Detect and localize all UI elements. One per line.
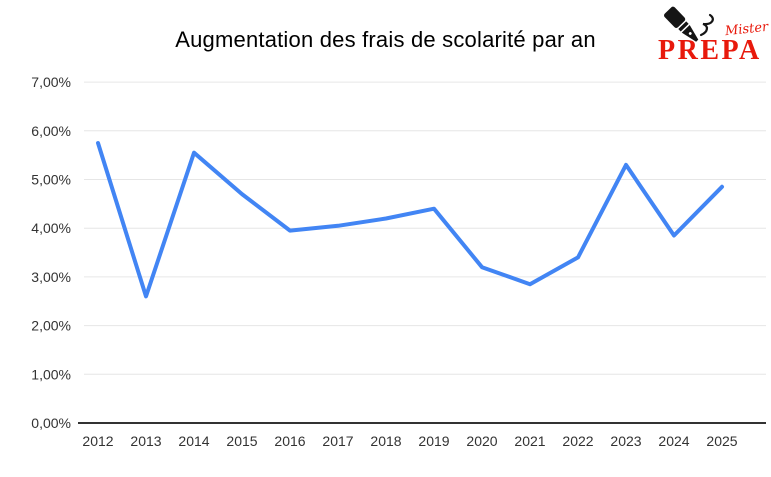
y-tick-label: 3,00% <box>31 269 71 285</box>
y-tick-label: 0,00% <box>31 415 71 431</box>
y-tick-label: 5,00% <box>31 172 71 188</box>
x-tick-label: 2022 <box>562 433 593 449</box>
x-tick-label: 2021 <box>514 433 545 449</box>
y-tick-label: 7,00% <box>31 74 71 90</box>
x-tick-label: 2013 <box>130 433 161 449</box>
data-series-line <box>96 141 724 299</box>
fountain-pen-icon <box>664 6 714 42</box>
x-tick-label: 2015 <box>226 433 257 449</box>
y-tick-label: 1,00% <box>31 366 71 382</box>
x-tick-label: 2012 <box>82 433 113 449</box>
x-tick-label: 2018 <box>370 433 401 449</box>
x-tick-label: 2016 <box>274 433 305 449</box>
x-tick-label: 2017 <box>322 433 353 449</box>
logo-main-text: PREPA <box>658 35 762 66</box>
x-tick-label: 2020 <box>466 433 497 449</box>
mister-prepa-logo: Mister PREPA <box>656 3 769 66</box>
x-tick-label: 2023 <box>610 433 641 449</box>
x-tick-label: 2014 <box>178 433 209 449</box>
y-tick-label: 6,00% <box>31 123 71 139</box>
x-tick-label: 2025 <box>706 433 737 449</box>
x-tick-label: 2019 <box>418 433 449 449</box>
chart-title: Augmentation des frais de scolarité par … <box>175 27 596 52</box>
x-tick-label: 2024 <box>658 433 689 449</box>
y-tick-label: 4,00% <box>31 220 71 236</box>
y-tick-label: 2,00% <box>31 318 71 334</box>
